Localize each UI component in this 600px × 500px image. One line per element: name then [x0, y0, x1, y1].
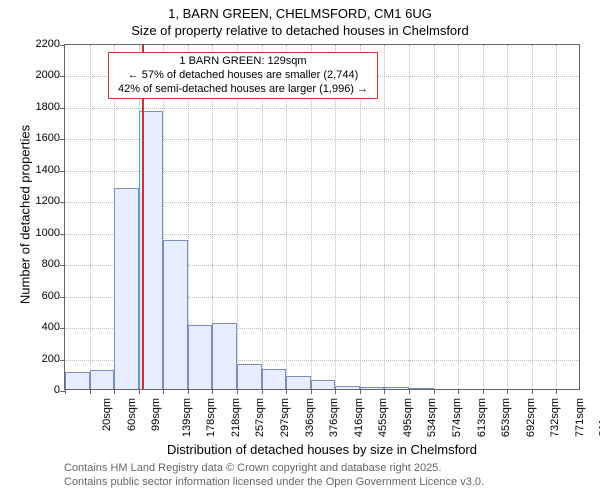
grid-line-v: [483, 45, 484, 389]
histogram-bar: [384, 387, 409, 389]
annotation-line: ← 57% of detached houses are smaller (2,…: [113, 69, 373, 83]
x-tick-label: 218sqm: [230, 398, 242, 437]
y-tick-mark: [60, 171, 65, 172]
histogram-bar: [262, 369, 287, 389]
x-tick-mark: [163, 389, 164, 394]
y-tick-label: 1000: [0, 227, 60, 239]
x-axis-label: Distribution of detached houses by size …: [64, 442, 580, 457]
x-tick-label: 178sqm: [205, 398, 217, 437]
x-tick-label: 692sqm: [525, 398, 537, 437]
histogram-bar: [237, 364, 262, 389]
y-tick-mark: [60, 297, 65, 298]
grid-line-v: [532, 45, 533, 389]
y-tick-label: 600: [0, 290, 60, 302]
y-tick-label: 400: [0, 321, 60, 333]
x-tick-mark: [311, 389, 312, 394]
x-tick-label: 257sqm: [255, 398, 267, 437]
histogram-bar: [163, 240, 188, 389]
histogram-bar: [311, 380, 336, 389]
x-tick-label: 99sqm: [150, 398, 162, 431]
y-tick-label: 0: [0, 384, 60, 396]
x-tick-label: 455sqm: [377, 398, 389, 437]
x-tick-mark: [237, 389, 238, 394]
histogram-bar: [188, 325, 213, 389]
grid-line-v: [458, 45, 459, 389]
histogram-bar: [286, 376, 311, 389]
y-tick-mark: [60, 108, 65, 109]
x-tick-mark: [139, 389, 140, 394]
x-tick-mark: [458, 389, 459, 394]
x-tick-label: 534sqm: [427, 398, 439, 437]
histogram-bar: [114, 188, 139, 389]
x-tick-label: 653sqm: [500, 398, 512, 437]
y-tick-label: 1600: [0, 132, 60, 144]
histogram-bar: [90, 370, 115, 389]
y-tick-mark: [60, 360, 65, 361]
x-tick-mark: [483, 389, 484, 394]
x-tick-mark: [507, 389, 508, 394]
y-tick-mark: [60, 202, 65, 203]
x-tick-label: 574sqm: [451, 398, 463, 437]
x-tick-mark: [262, 389, 263, 394]
grid-line-v: [384, 45, 385, 389]
title-line-2: Size of property relative to detached ho…: [0, 21, 600, 38]
y-tick-label: 1400: [0, 164, 60, 176]
y-tick-label: 200: [0, 353, 60, 365]
x-tick-mark: [286, 389, 287, 394]
x-tick-mark: [556, 389, 557, 394]
title-line-1: 1, BARN GREEN, CHELMSFORD, CM1 6UG: [0, 0, 600, 21]
y-tick-label: 1200: [0, 195, 60, 207]
x-tick-label: 613sqm: [476, 398, 488, 437]
grid-line-v: [434, 45, 435, 389]
histogram-bar: [65, 372, 90, 389]
y-tick-label: 1800: [0, 101, 60, 113]
x-tick-mark: [434, 389, 435, 394]
x-tick-label: 732sqm: [549, 398, 561, 437]
x-tick-label: 771sqm: [574, 398, 586, 437]
histogram-bar: [360, 387, 385, 389]
annotation-box: 1 BARN GREEN: 129sqm← 57% of detached ho…: [108, 52, 378, 99]
footer-licence: Contains public sector information licen…: [64, 476, 484, 488]
grid-line-v: [409, 45, 410, 389]
x-tick-mark: [188, 389, 189, 394]
x-tick-mark: [90, 389, 91, 394]
chart-container: 1, BARN GREEN, CHELMSFORD, CM1 6UG Size …: [0, 0, 600, 500]
x-tick-mark: [532, 389, 533, 394]
histogram-bar: [335, 386, 360, 389]
y-tick-mark: [60, 45, 65, 46]
y-tick-label: 2200: [0, 38, 60, 50]
histogram-bar: [212, 323, 237, 389]
grid-line-v: [90, 45, 91, 389]
x-tick-mark: [384, 389, 385, 394]
grid-line-v: [507, 45, 508, 389]
y-tick-mark: [60, 234, 65, 235]
y-tick-label: 2000: [0, 69, 60, 81]
x-tick-mark: [409, 389, 410, 394]
footer-copyright: Contains HM Land Registry data © Crown c…: [64, 462, 441, 474]
annotation-line: 42% of semi-detached houses are larger (…: [113, 83, 373, 97]
x-tick-label: 60sqm: [126, 398, 138, 431]
x-tick-label: 416sqm: [353, 398, 365, 437]
x-tick-label: 376sqm: [328, 398, 340, 437]
histogram-bar: [409, 388, 434, 389]
x-tick-mark: [335, 389, 336, 394]
x-tick-mark: [114, 389, 115, 394]
y-tick-mark: [60, 328, 65, 329]
y-axis-label: Number of detached properties: [18, 125, 33, 305]
x-tick-label: 495sqm: [402, 398, 414, 437]
y-tick-mark: [60, 265, 65, 266]
y-tick-label: 800: [0, 258, 60, 270]
x-tick-label: 336sqm: [304, 398, 316, 437]
x-tick-mark: [65, 389, 66, 394]
x-tick-label: 139sqm: [181, 398, 193, 437]
y-tick-mark: [60, 139, 65, 140]
x-tick-mark: [360, 389, 361, 394]
y-tick-mark: [60, 76, 65, 77]
grid-line-v: [556, 45, 557, 389]
annotation-line: 1 BARN GREEN: 129sqm: [113, 55, 373, 69]
x-tick-mark: [212, 389, 213, 394]
x-tick-label: 297sqm: [279, 398, 291, 437]
x-tick-label: 20sqm: [101, 398, 113, 431]
